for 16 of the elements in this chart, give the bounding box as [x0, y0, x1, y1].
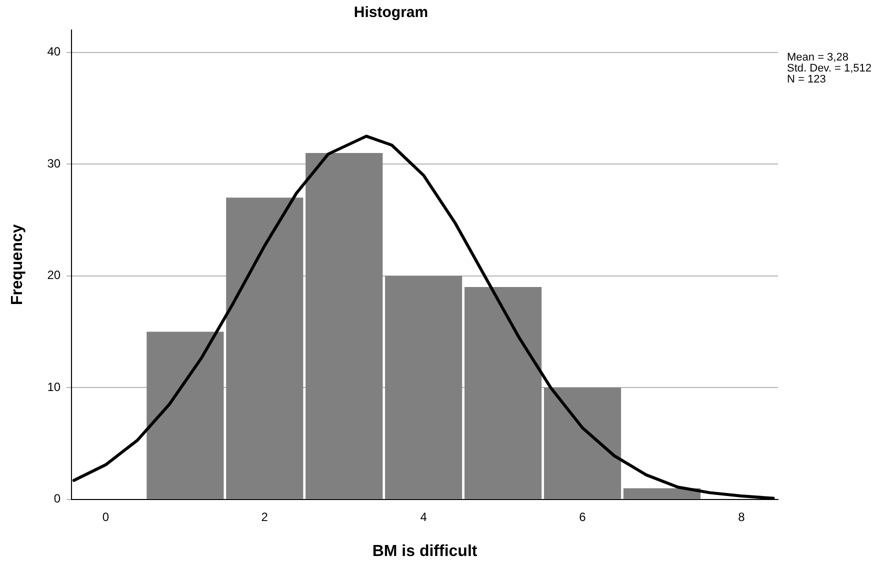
chart-title: Histogram [354, 4, 428, 22]
y-tick-label: 40 [47, 44, 61, 59]
x-tick-label: 4 [420, 510, 428, 524]
text: Std. Dev. = 1,512 [787, 62, 872, 75]
y-axis-title: Frequency [9, 224, 26, 306]
x-tick-label: 2 [261, 510, 268, 524]
y-tick-label: 20 [47, 268, 61, 282]
x-tick-label: 8 [738, 510, 746, 524]
x-axis-title: BM is difficult [372, 542, 478, 560]
y-tick-label: 30 [47, 156, 61, 170]
text: Mean = 3,28 [787, 52, 848, 64]
x-tick-label: 6 [579, 510, 586, 524]
y-tick-label: 0 [54, 492, 61, 506]
y-tick-label: 10 [47, 380, 61, 394]
x-tick-label: 0 [102, 510, 110, 524]
text: N = 123 [787, 74, 826, 86]
